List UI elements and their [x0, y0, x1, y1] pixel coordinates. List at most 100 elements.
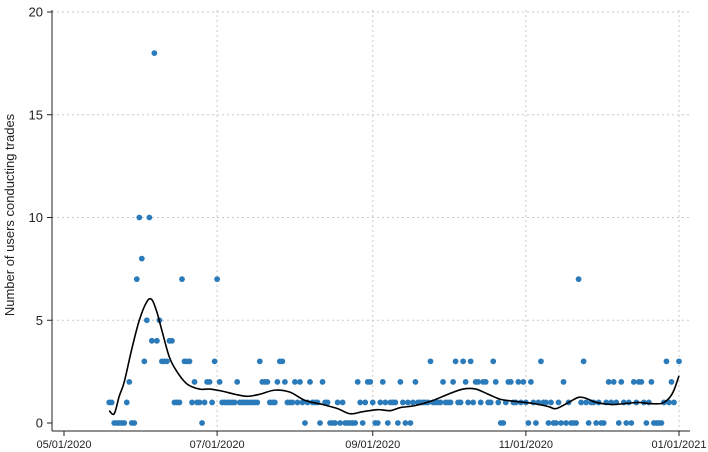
data-point: [231, 399, 238, 406]
data-point: [196, 399, 203, 406]
data-point: [623, 420, 630, 426]
data-point: [575, 276, 582, 283]
data-point: [462, 379, 469, 385]
data-point: [264, 379, 271, 385]
data-point: [357, 399, 364, 406]
y-tick-label: 10: [29, 210, 43, 225]
data-point: [482, 379, 489, 385]
data-point: [337, 420, 344, 426]
data-point: [648, 379, 655, 385]
data-point: [545, 420, 552, 426]
data-point: [525, 420, 532, 426]
data-point: [294, 399, 301, 406]
data-point: [487, 399, 494, 406]
data-point: [216, 379, 223, 385]
data-point: [332, 420, 338, 426]
data-point: [585, 420, 592, 426]
data-point: [379, 379, 386, 385]
data-point: [405, 399, 411, 406]
data-point: [394, 420, 401, 426]
data-point: [638, 379, 645, 385]
axes: [51, 10, 690, 432]
data-point: [643, 420, 650, 426]
x-tick-label: 11/01/2020: [499, 439, 553, 451]
data-point: [199, 420, 205, 426]
data-point: [538, 358, 544, 365]
data-point: [452, 358, 459, 365]
data-point: [359, 420, 366, 426]
data-point: [214, 276, 221, 283]
data-point: [289, 399, 296, 406]
data-point: [352, 420, 359, 426]
data-point: [279, 358, 286, 365]
data-point: [369, 399, 376, 406]
data-point: [490, 358, 497, 365]
data-point: [136, 214, 143, 221]
x-tick-label: 01/01/2021: [651, 439, 706, 451]
y-ticks: 0 5 10 15 20: [29, 5, 52, 431]
data-point: [362, 399, 369, 406]
data-point: [520, 379, 527, 385]
data-point: [384, 420, 391, 426]
y-tick-label: 20: [29, 5, 43, 20]
data-point: [573, 420, 579, 426]
data-point: [297, 379, 303, 385]
data-point: [209, 399, 216, 406]
data-point: [645, 399, 652, 406]
x-tick-label: 09/01/2020: [345, 439, 400, 451]
data-point: [558, 420, 564, 426]
data-point: [543, 399, 549, 406]
data-point: [593, 420, 600, 426]
data-point: [133, 276, 140, 283]
data-point: [427, 358, 434, 365]
data-point: [148, 337, 155, 344]
data-point: [676, 358, 682, 365]
data-point: [108, 399, 115, 406]
data-point: [533, 420, 539, 426]
data-point: [477, 399, 484, 406]
data-point: [555, 399, 562, 406]
data-point: [191, 379, 198, 385]
data-point: [271, 399, 278, 406]
data-point: [628, 420, 635, 426]
data-point: [397, 379, 404, 385]
data-point: [447, 399, 454, 406]
y-tick-label: 5: [36, 313, 43, 328]
data-point: [507, 379, 514, 385]
data-point: [307, 379, 313, 385]
data-point: [121, 420, 128, 426]
data-point: [437, 399, 444, 406]
data-point: [515, 379, 522, 385]
data-point: [138, 255, 145, 262]
data-point: [169, 337, 175, 344]
data-point: [440, 379, 446, 385]
data-point: [663, 358, 670, 365]
data-point: [126, 379, 133, 385]
data-point: [282, 379, 288, 385]
y-axis-title: Number of users conducting trades: [2, 113, 17, 316]
data-point: [254, 399, 261, 406]
data-point: [500, 420, 507, 426]
data-point: [201, 399, 208, 406]
data-point: [179, 276, 185, 283]
data-point: [189, 399, 195, 406]
data-point: [123, 399, 130, 406]
data-point: [377, 399, 384, 406]
data-point: [578, 399, 584, 406]
data-point: [457, 399, 464, 406]
data-points: [106, 50, 682, 426]
data-point: [186, 358, 193, 365]
data-point: [600, 420, 607, 426]
data-point: [460, 358, 467, 365]
data-point: [495, 399, 502, 406]
data-point: [666, 399, 672, 406]
data-point: [354, 379, 361, 385]
data-point: [176, 399, 183, 406]
data-point: [339, 399, 346, 406]
data-point: [143, 317, 150, 324]
data-point: [548, 399, 554, 406]
data-point: [668, 379, 675, 385]
data-point: [470, 399, 477, 406]
data-point: [580, 358, 587, 365]
data-point: [560, 379, 567, 385]
